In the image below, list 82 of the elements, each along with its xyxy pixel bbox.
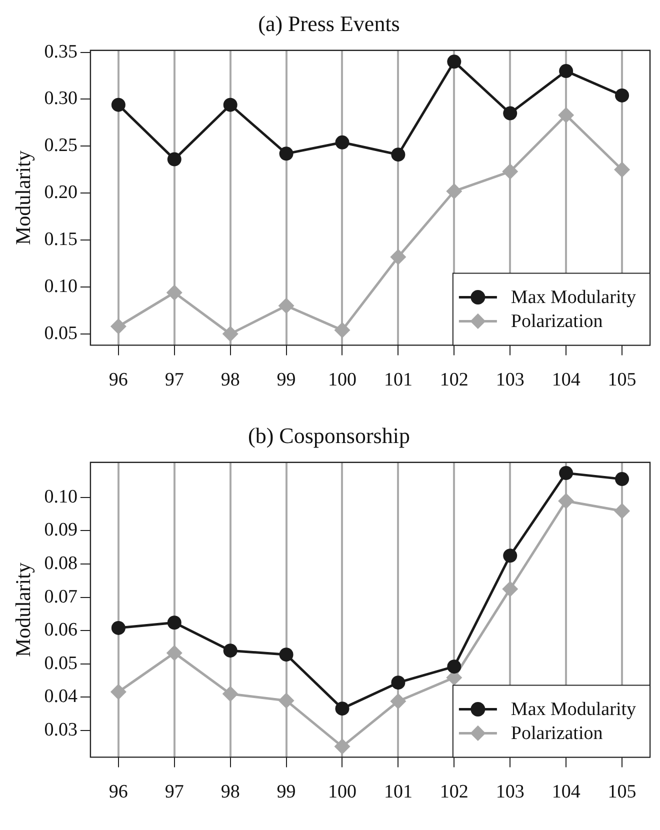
point — [279, 146, 294, 161]
y-tick-label: 0.35 — [44, 41, 78, 62]
x-tick-label: 96 — [108, 782, 128, 803]
chart-title: (b) Cosponsorship — [248, 422, 410, 448]
x-tick-label: 98 — [220, 370, 240, 391]
y-tick-label: 0.25 — [44, 135, 78, 156]
point — [167, 152, 182, 166]
y-tick-label: 0.07 — [44, 586, 78, 608]
point — [614, 162, 630, 178]
point — [390, 693, 406, 710]
point — [279, 648, 294, 662]
point — [615, 472, 630, 486]
point — [502, 164, 518, 180]
point — [446, 183, 462, 200]
point — [278, 692, 294, 709]
y-tick-label: 0.10 — [44, 276, 78, 297]
x-tick-label: 97 — [164, 782, 184, 803]
x-tick-label: 98 — [220, 782, 240, 803]
chart-title: (a) Press Events — [258, 10, 400, 36]
point — [335, 702, 350, 716]
point — [278, 298, 294, 314]
point — [111, 98, 126, 112]
point — [167, 616, 182, 630]
y-tick-label: 0.30 — [44, 88, 78, 110]
legend-label: Polarization — [510, 723, 604, 744]
x-tick-label: 101 — [384, 370, 412, 391]
y-tick-label: 0.15 — [44, 229, 78, 250]
x-tick-label: 103 — [496, 370, 524, 391]
point — [111, 620, 126, 635]
point — [222, 326, 238, 342]
x-tick-label: 102 — [440, 782, 468, 803]
point — [614, 503, 630, 520]
x-tick-label: 97 — [164, 370, 184, 391]
point — [559, 64, 574, 78]
y-tick-label: 0.06 — [44, 620, 78, 641]
x-tick-label: 99 — [276, 370, 296, 391]
y-tick-label: 0.09 — [44, 520, 78, 541]
y-tick-label: 0.05 — [44, 322, 78, 344]
legend-label: Polarization — [510, 311, 604, 332]
legend-label: Max Modularity — [510, 287, 636, 308]
x-tick-label: 101 — [384, 782, 412, 803]
point — [335, 135, 350, 150]
y-axis-title: Modularity — [11, 562, 36, 658]
x-tick-label: 102 — [440, 370, 468, 391]
x-tick-label: 99 — [276, 782, 296, 803]
x-tick-label: 96 — [108, 370, 128, 391]
point — [559, 466, 574, 480]
y-tick-label: 0.10 — [44, 486, 78, 508]
x-tick-label: 105 — [608, 370, 636, 391]
point — [558, 493, 574, 510]
point — [166, 284, 182, 301]
point — [503, 106, 518, 120]
point — [391, 148, 406, 162]
x-tick-label: 100 — [328, 370, 356, 391]
point — [223, 644, 238, 658]
point — [447, 54, 462, 69]
y-tick-label: 0.08 — [44, 552, 78, 574]
legend-label: Max Modularity — [510, 699, 636, 720]
x-tick-label: 103 — [496, 782, 524, 803]
point — [334, 322, 350, 338]
point — [110, 318, 126, 334]
point — [223, 98, 238, 112]
x-tick-label: 104 — [552, 370, 581, 391]
x-tick-label: 104 — [552, 782, 581, 803]
y-tick-label: 0.04 — [44, 686, 78, 708]
point — [390, 248, 406, 265]
point — [222, 686, 238, 702]
y-axis-title: Modularity — [11, 150, 36, 246]
point — [391, 676, 406, 690]
x-tick-label: 100 — [328, 782, 356, 803]
x-tick-label: 105 — [608, 782, 636, 803]
point — [334, 738, 350, 755]
y-tick-label: 0.03 — [44, 720, 78, 741]
y-tick-label: 0.05 — [44, 652, 78, 674]
y-tick-label: 0.20 — [44, 182, 78, 204]
point — [447, 660, 462, 674]
point — [166, 644, 182, 661]
point — [615, 88, 630, 102]
point — [503, 548, 518, 563]
point — [558, 107, 574, 124]
point — [502, 580, 518, 597]
point — [110, 684, 126, 700]
